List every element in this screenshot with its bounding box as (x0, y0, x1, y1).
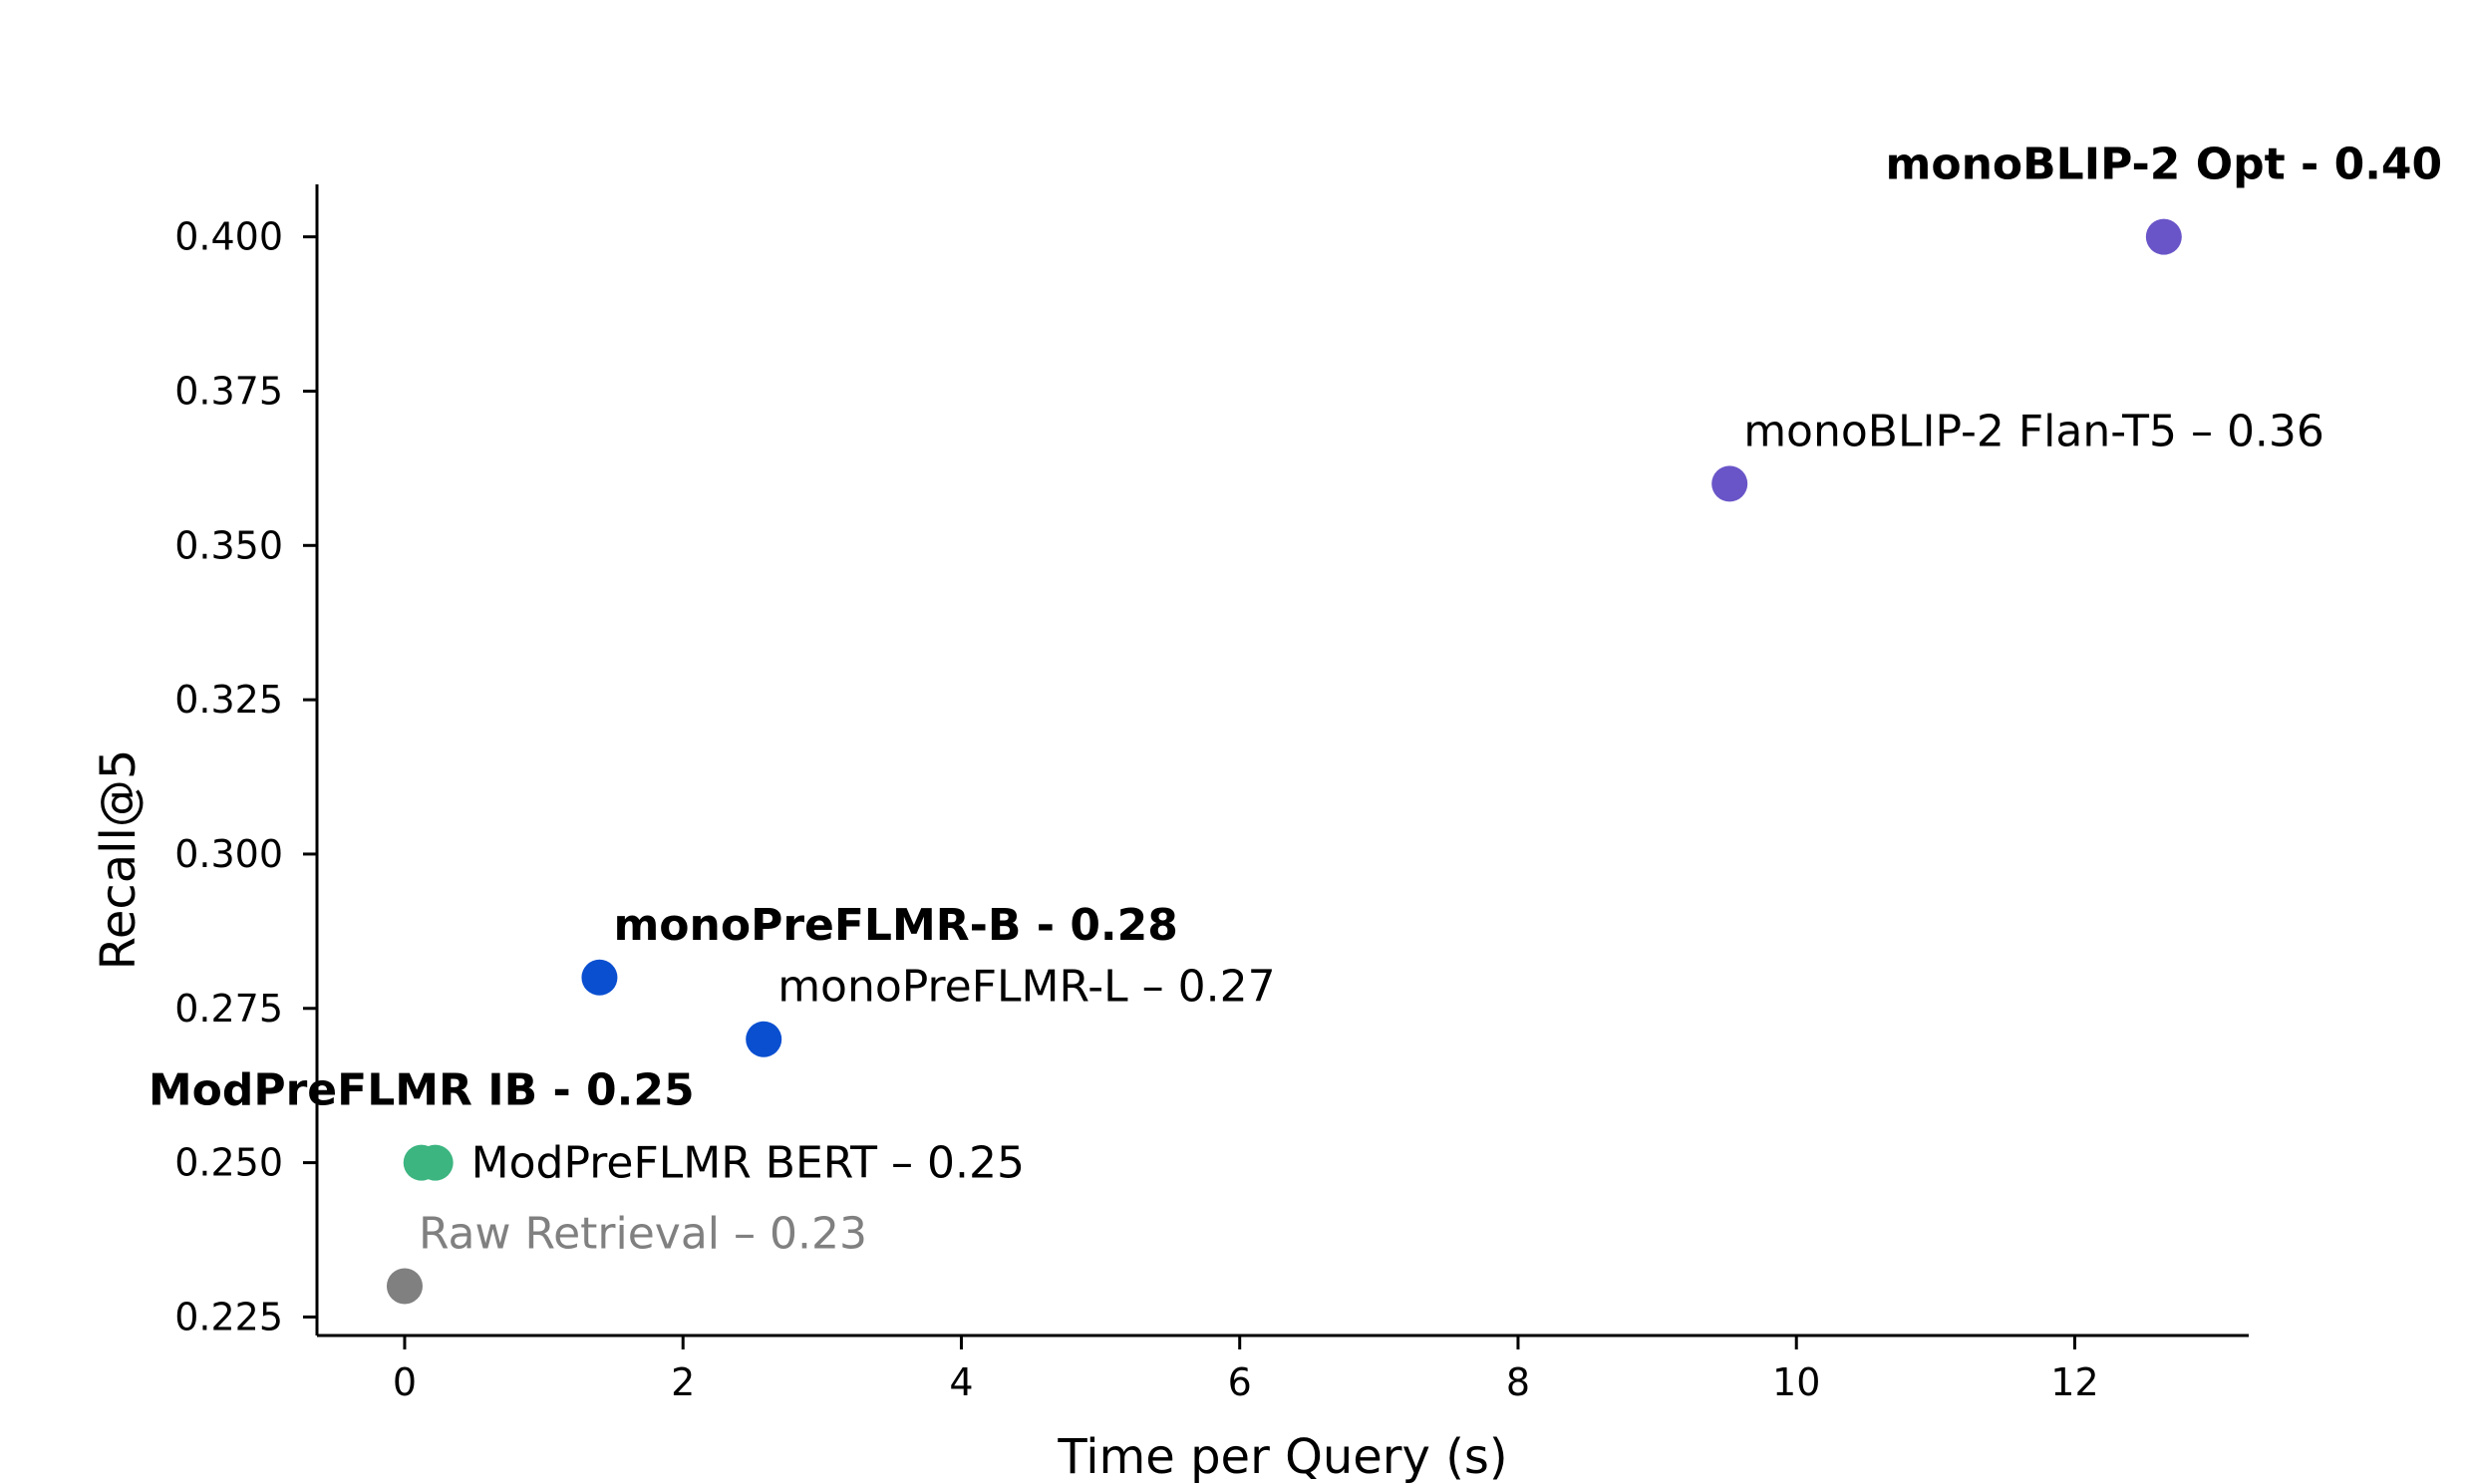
x-tick-label: 8 (1506, 1360, 1530, 1404)
y-tick-label: 0.375 (174, 369, 283, 413)
x-tick-label: 4 (949, 1360, 973, 1404)
data-point (417, 1144, 454, 1181)
y-tick-label: 0.300 (174, 832, 283, 876)
data-point (581, 959, 618, 996)
point-label: ModPreFLMR IB - 0.25 (149, 1065, 695, 1116)
x-axis-title: Time per Query (s) (1057, 1429, 1507, 1484)
x-tick-label: 2 (671, 1360, 695, 1404)
point-label: Raw Retrieval – 0.23 (419, 1208, 867, 1259)
point-labels: Raw Retrieval – 0.23 ModPreFLMR IB - 0.25… (149, 140, 2442, 1260)
x-tick-label: 0 (393, 1360, 417, 1404)
point-label: monoPreFLMR-L – 0.27 (777, 962, 1275, 1013)
y-tick-label: 0.350 (174, 523, 283, 567)
x-tick-label: 6 (1228, 1360, 1252, 1404)
point-label: monoBLIP-2 Opt - 0.40 (1886, 140, 2443, 190)
point-label: monoPreFLMR-B - 0.28 (613, 900, 1177, 951)
y-axis-title: Recall@5 (91, 749, 147, 971)
data-point (1711, 465, 1748, 502)
y-tick-label: 0.325 (174, 678, 283, 722)
point-label: ModPreFLMR BERT – 0.25 (471, 1138, 1025, 1189)
y-tick-label: 0.250 (174, 1141, 283, 1185)
y-tick-label: 0.400 (174, 215, 283, 259)
point-label: monoBLIP-2 Flan-T5 – 0.36 (1743, 406, 2324, 456)
axes: 0 2 4 6 8 10 12 0.225 0.250 0.275 0.300 0.325 0.350 0… (174, 184, 2249, 1404)
data-point (746, 1021, 782, 1057)
x-tick-label: 12 (2050, 1360, 2098, 1404)
data-point (386, 1268, 423, 1305)
x-tick-label: 10 (1772, 1360, 1820, 1404)
y-tick-label: 0.225 (174, 1295, 283, 1338)
data-point (2145, 218, 2182, 255)
data-points (386, 218, 2182, 1305)
y-tick-label: 0.275 (174, 987, 283, 1031)
